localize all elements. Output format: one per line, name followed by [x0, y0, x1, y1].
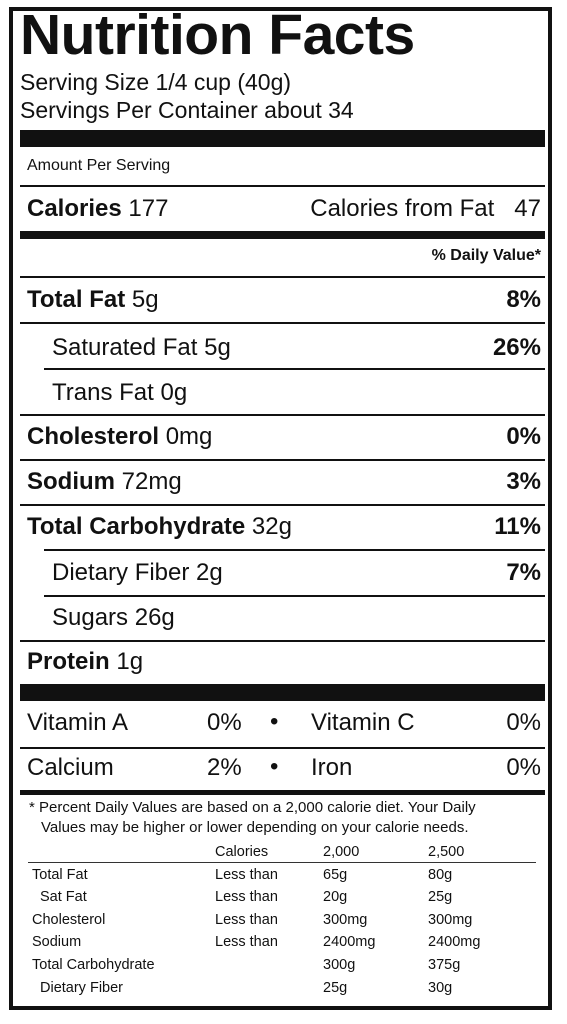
- nutrient-label: Saturated Fat: [52, 334, 198, 361]
- ref-row-limit: Less than: [215, 912, 278, 928]
- ref-row-2500: 80g: [428, 867, 453, 883]
- calories-value: 177: [128, 195, 169, 222]
- nutrient-label: Total Carbohydrate: [27, 513, 246, 540]
- ref-row-2000: 300g: [323, 957, 356, 973]
- nutrient-dv: 3%: [506, 468, 541, 495]
- iron-label: Iron: [311, 754, 353, 781]
- medium-divider: [20, 790, 545, 795]
- ref-row-label: Sodium: [32, 934, 82, 950]
- table-divider: [28, 862, 536, 863]
- nutrient-row-total-carbohydrate: Total Carbohydrate 32g: [27, 512, 292, 542]
- thick-divider: [20, 684, 545, 701]
- bullet-separator: •: [270, 753, 279, 780]
- nutrient-amount: 5g: [131, 286, 159, 313]
- serving-size: Serving Size 1/4 cup (40g): [20, 69, 292, 95]
- ref-row-label: Total Carbohydrate: [32, 957, 155, 973]
- servings-per-container: Servings Per Container about 34: [20, 97, 354, 123]
- calories-from-fat-label: Calories from Fat: [310, 195, 495, 222]
- nutrient-row-cholesterol: Cholesterol 0mg: [27, 422, 212, 452]
- ref-row-label: Dietary Fiber: [40, 980, 123, 996]
- divider: [44, 549, 545, 551]
- nutrient-row-dietary-fiber: Dietary Fiber 2g: [52, 558, 223, 588]
- ref-row-2500: 2400mg: [428, 934, 481, 950]
- divider: [20, 459, 545, 461]
- divider: [20, 504, 545, 506]
- nutrient-amount: 1g: [116, 648, 144, 675]
- vitamin-c-value: 0%: [506, 709, 541, 736]
- nutrient-label: Dietary Fiber: [52, 559, 190, 586]
- ref-row-2000: 2400mg: [323, 934, 376, 950]
- nutrient-amount: 32g: [251, 513, 292, 540]
- nutrient-label: Sodium: [27, 468, 115, 495]
- nutrient-dv: 26%: [492, 334, 541, 361]
- footnote-line-1: * Percent Daily Values are based on a 2,…: [29, 799, 476, 816]
- nutrient-label: Total Fat: [27, 286, 126, 313]
- nutrition-label-border: [9, 7, 552, 1010]
- nutrient-amount: 0g: [160, 379, 188, 406]
- footnote-line-2: Values may be higher or lower depending …: [41, 819, 469, 836]
- vitamin-a-label: Vitamin A: [27, 709, 128, 736]
- ref-row-label: Total Fat: [32, 867, 88, 883]
- nutrient-dv: 0%: [506, 423, 541, 450]
- daily-value-header: % Daily Value*: [431, 247, 541, 264]
- ref-header-2500: 2,500: [428, 844, 465, 860]
- nutrient-dv: 7%: [506, 559, 541, 586]
- ref-row-limit: Less than: [215, 934, 278, 950]
- ref-row-limit: Less than: [215, 867, 278, 883]
- nutrient-row-trans-fat: Trans Fat 0g: [52, 378, 187, 408]
- ref-row-label: Sat Fat: [40, 889, 87, 905]
- nutrient-dv: 8%: [506, 286, 541, 313]
- divider: [20, 414, 545, 416]
- thick-divider: [20, 130, 545, 147]
- calories-from-fat: Calories from Fat 47: [310, 194, 541, 224]
- nutrient-amount: 2g: [196, 559, 223, 586]
- nutrient-dv: 11%: [494, 513, 541, 540]
- divider: [44, 368, 545, 370]
- nutrient-row-saturated-fat: Saturated Fat 5g: [52, 333, 231, 363]
- calories-label: Calories: [27, 195, 122, 222]
- medium-divider: [20, 231, 545, 239]
- ref-header-2000: 2,000: [323, 844, 360, 860]
- ref-row-limit: Less than: [215, 889, 278, 905]
- ref-row-2500: 25g: [428, 889, 453, 905]
- divider: [20, 276, 545, 278]
- nutrient-label: Cholesterol: [27, 423, 160, 450]
- calcium-label: Calcium: [27, 754, 114, 781]
- calories-row: Calories 177: [27, 194, 168, 224]
- calories-from-fat-value: 47: [514, 195, 541, 222]
- ref-row-label: Cholesterol: [32, 912, 106, 928]
- nutrient-label: Trans Fat: [52, 379, 154, 406]
- bullet-separator: •: [270, 708, 279, 735]
- nutrient-label: Sugars: [52, 604, 129, 631]
- nutrient-amount: 0mg: [165, 423, 213, 450]
- ref-row-2500: 30g: [428, 980, 453, 996]
- ref-row-2500: 375g: [428, 957, 461, 973]
- nutrient-label: Protein: [27, 648, 110, 675]
- ref-row-2000: 25g: [323, 980, 348, 996]
- divider: [20, 640, 545, 642]
- vitamin-c-label: Vitamin C: [311, 709, 415, 736]
- nutrient-amount: 26g: [134, 604, 175, 631]
- iron-value: 0%: [506, 754, 541, 781]
- ref-row-2000: 300mg: [323, 912, 368, 928]
- label-title: Nutrition Facts: [20, 3, 415, 67]
- amount-per-serving: Amount Per Serving: [27, 157, 171, 174]
- divider: [20, 185, 545, 187]
- nutrient-amount: 72mg: [121, 468, 182, 495]
- ref-row-2000: 65g: [323, 867, 348, 883]
- vitamin-a-value: 0%: [207, 709, 242, 736]
- ref-header-calories: Calories: [215, 844, 269, 860]
- nutrient-row-protein: Protein 1g: [27, 647, 143, 677]
- nutrient-amount: 5g: [204, 334, 231, 361]
- ref-row-2000: 20g: [323, 889, 348, 905]
- divider: [20, 747, 545, 749]
- ref-row-2500: 300mg: [428, 912, 473, 928]
- calcium-value: 2%: [207, 754, 242, 781]
- nutrient-row-sugars: Sugars 26g: [52, 603, 175, 633]
- nutrient-row-sodium: Sodium 72mg: [27, 467, 182, 497]
- nutrient-row-total-fat: Total Fat 5g: [27, 285, 159, 315]
- divider: [44, 595, 545, 597]
- divider: [20, 322, 545, 324]
